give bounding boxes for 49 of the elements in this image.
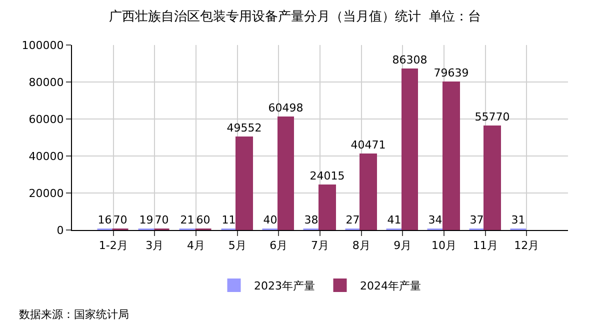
chart-title: 广西壮族自治区包装专用设备产量分月（当月值）统计 单位：台 [108,10,482,25]
source-note: 数据来源：国家统计局 [19,308,129,321]
x-tick-label: 4月 [187,239,205,252]
data-label: 70 [113,213,128,226]
data-label: 16 [98,213,112,226]
y-tick-label: 0 [56,224,64,237]
data-label: 60 [196,213,210,226]
data-label: 41 [387,213,402,226]
data-label: 55770 [474,110,510,124]
data-label: 21 [180,213,194,226]
x-tick-label: 12月 [514,239,540,252]
y-tick-label: 40000 [28,150,64,163]
data-label: 70 [154,213,169,226]
x-tick-label: 1-2月 [98,239,128,252]
x-tick-label: 8月 [352,239,370,252]
data-label: 31 [511,213,526,226]
data-label: 19 [139,213,154,226]
data-label: 49552 [226,121,262,134]
x-tick-label: 11月 [472,239,498,252]
bar [318,184,336,230]
data-label: 40471 [350,138,386,152]
y-tick-label: 80000 [28,76,64,89]
bar [360,154,377,230]
data-label: 38 [304,213,318,226]
data-label: 24015 [310,169,345,182]
legend-label: 2024年产量 [360,279,421,292]
bar [278,116,294,230]
x-tick-label: 5月 [228,239,246,252]
x-tick-label: 9月 [394,239,412,252]
data-label: 11 [222,213,236,226]
x-tick-label: 7月 [311,239,329,252]
bar [442,82,460,230]
data-label: 27 [346,213,360,226]
legend-label: 2023年产量 [254,279,315,292]
x-tick-label: 3月 [146,239,164,252]
x-tick-label: 6月 [270,239,288,252]
data-label: 34 [428,213,442,226]
y-tick-label: 60000 [28,112,64,126]
data-label: 37 [470,213,484,226]
y-tick-label: 100000 [22,38,64,52]
bar [484,126,501,230]
y-tick-label: 20000 [28,186,64,200]
bar [402,68,418,230]
x-tick-label: 10月 [432,239,456,252]
data-label: 60498 [268,101,304,114]
data-label: 86308 [392,53,428,66]
data-label: 79639 [434,66,469,80]
data-label: 40 [263,213,278,226]
bar [236,136,253,230]
